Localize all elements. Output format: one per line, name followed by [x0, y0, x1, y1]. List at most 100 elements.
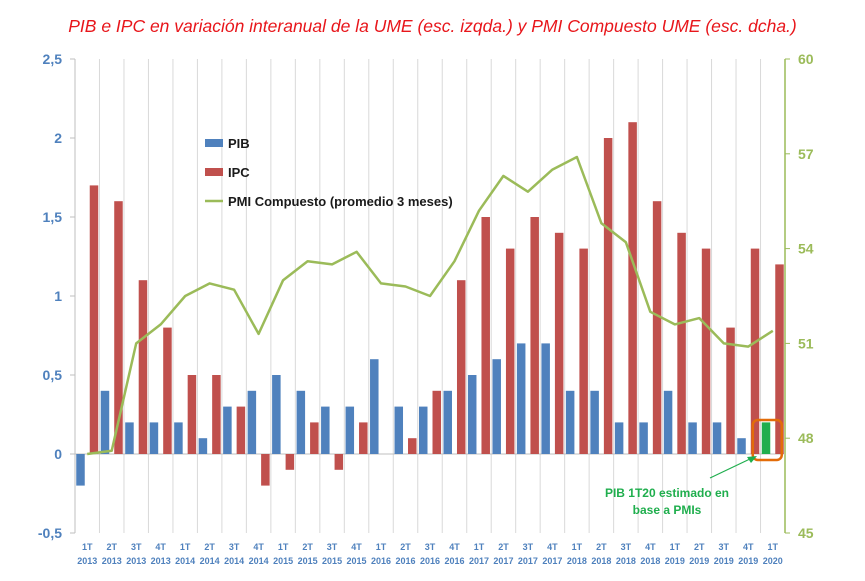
left-tick-label: 1: [54, 288, 62, 304]
bar-ipc: [163, 327, 172, 454]
bar-pib-estimate: [761, 422, 771, 454]
bar-ipc: [603, 138, 613, 454]
x-tick-year: 2017: [493, 556, 513, 566]
x-tick-year: 2018: [567, 556, 587, 566]
bar-pib: [492, 359, 501, 454]
legend-label: PIB: [228, 136, 250, 151]
x-tick-year: 2019: [738, 556, 758, 566]
bar-ipc: [554, 232, 564, 454]
x-tick-quarter: 2T: [596, 542, 607, 552]
pmi-series-line: [87, 155, 774, 456]
left-tick-label: 2,5: [43, 51, 63, 67]
bar-pib: [467, 375, 477, 454]
x-tick-year: 2015: [322, 556, 342, 566]
x-tick-year: 2014: [200, 556, 220, 566]
bar-ipc: [187, 375, 197, 454]
x-tick-year: 2019: [714, 556, 734, 566]
x-tick-year: 2018: [616, 556, 636, 566]
bars: [76, 122, 784, 486]
x-tick-year: 2018: [640, 556, 660, 566]
left-tick-label: -0,5: [38, 525, 62, 541]
bar-ipc: [750, 248, 760, 454]
x-tick-quarter: 1T: [572, 542, 583, 552]
bar-pib: [76, 454, 85, 486]
x-tick-year: 2020: [763, 556, 783, 566]
x-tick-year: 2014: [175, 556, 195, 566]
bar-ipc: [579, 248, 588, 454]
left-tick-label: 1,5: [43, 209, 63, 225]
x-tick-quarter: 4T: [547, 542, 558, 552]
bar-pib: [419, 406, 428, 454]
x-tick-quarter: 3T: [229, 542, 240, 552]
bar-pib: [614, 422, 624, 454]
annotation-arrow-head: [747, 456, 757, 463]
annotation-text: base a PMIs: [633, 503, 702, 517]
x-tick-quarter: 3T: [131, 542, 142, 552]
bar-ipc: [114, 201, 123, 454]
annotation-text: PIB 1T20 estimado en: [605, 486, 729, 500]
x-tick-year: 2019: [665, 556, 685, 566]
bar-pib: [272, 375, 281, 454]
left-tick-label: 2: [54, 130, 62, 146]
bar-ipc: [261, 454, 270, 486]
x-tick-quarter: 1T: [180, 542, 191, 552]
x-tick-quarter: 3T: [327, 542, 338, 552]
x-tick-quarter: 2T: [106, 542, 117, 552]
tick-labels: -0,5 0 0,5 1 1,5 2 2,5 45 48 51 54 57 60 1T 2013 2T 2013…: [38, 51, 814, 566]
bar-ipc: [212, 375, 221, 454]
x-tick-quarter: 2T: [498, 542, 509, 552]
bar-ipc: [456, 280, 466, 454]
bar-ipc: [701, 248, 711, 454]
bar-pib: [565, 390, 575, 454]
right-tick-label: 57: [798, 146, 814, 162]
x-tick-quarter: 3T: [523, 542, 534, 552]
x-tick-quarter: 1T: [768, 542, 779, 552]
bar-ipc: [677, 232, 686, 454]
x-tick-quarter: 1T: [376, 542, 387, 552]
x-tick-year: 2013: [102, 556, 122, 566]
annotation-arrow-line: [709, 457, 753, 479]
x-tick-year: 2014: [249, 556, 269, 566]
bar-pib: [541, 343, 550, 454]
bar-ipc: [408, 438, 417, 454]
bar-pib: [443, 390, 452, 454]
bar-pib: [663, 390, 673, 454]
legend-label: PMI Compuesto (promedio 3 meses): [228, 194, 453, 209]
bar-pib: [198, 438, 208, 454]
bar-pib: [223, 406, 232, 454]
x-tick-year: 2016: [444, 556, 464, 566]
bar-pib: [296, 390, 306, 454]
x-tick-year: 2016: [396, 556, 416, 566]
bar-ipc: [530, 217, 539, 454]
bar-pib: [149, 422, 159, 454]
x-tick-quarter: 1T: [474, 542, 485, 552]
x-tick-quarter: 3T: [719, 542, 730, 552]
bar-ipc: [775, 264, 784, 454]
right-tick-label: 60: [798, 51, 814, 67]
x-tick-quarter: 4T: [449, 542, 460, 552]
bar-pib: [100, 390, 110, 454]
bar-pib: [345, 406, 355, 454]
x-tick-year: 2019: [689, 556, 709, 566]
bar-ipc: [481, 217, 490, 454]
bar-pib: [688, 422, 697, 454]
bar-ipc: [432, 390, 441, 454]
chart-title: PIB e IPC en variación interanual de la …: [68, 16, 797, 36]
bar-ipc: [334, 454, 344, 470]
legend: PIB IPC PMI Compuesto (promedio 3 meses): [205, 136, 453, 209]
x-tick-year: 2017: [518, 556, 538, 566]
bar-ipc: [359, 422, 368, 454]
bar-pib: [174, 422, 183, 454]
x-tick-quarter: 2T: [302, 542, 313, 552]
x-tick-year: 2013: [126, 556, 146, 566]
x-tick-quarter: 1T: [82, 542, 93, 552]
right-tick-label: 45: [798, 525, 814, 541]
x-tick-year: 2016: [420, 556, 440, 566]
x-tick-quarter: 2T: [400, 542, 411, 552]
pmi-line: [87, 155, 774, 456]
x-tick-year: 2017: [469, 556, 489, 566]
x-tick-year: 2016: [371, 556, 391, 566]
legend-swatch-pib: [205, 139, 223, 147]
bar-pib: [737, 438, 746, 454]
